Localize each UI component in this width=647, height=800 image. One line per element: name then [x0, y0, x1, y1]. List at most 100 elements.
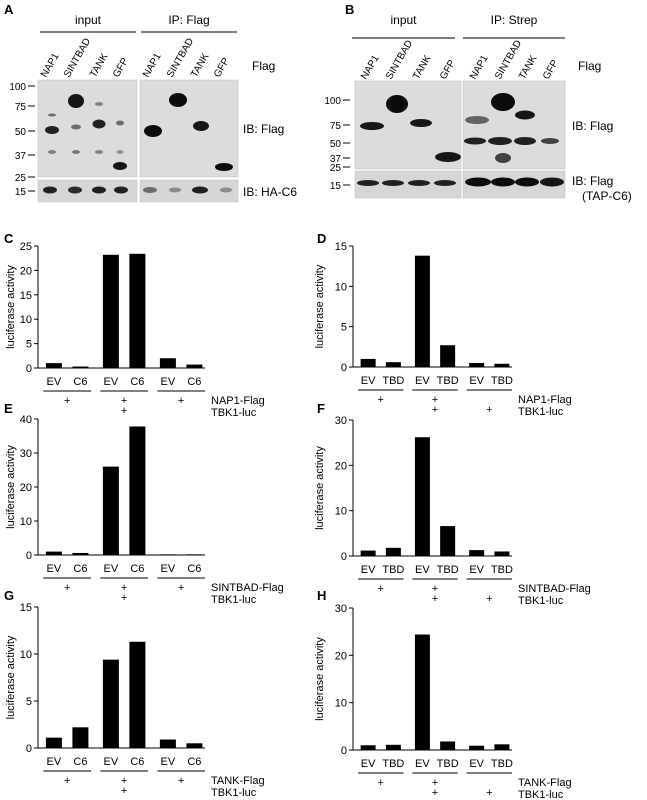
- blot-membrane: [37, 179, 138, 203]
- blot-band: [491, 177, 515, 187]
- lane-label: TANK: [189, 51, 212, 79]
- marker-label: 75: [330, 121, 342, 132]
- x-tick-label: EV: [47, 756, 62, 768]
- bar: [186, 743, 203, 748]
- bar: [129, 641, 146, 748]
- x-tick-label: C6: [187, 563, 201, 575]
- blot-band: [215, 163, 233, 171]
- y-tick-label: 30: [335, 603, 347, 615]
- x-tick-label: EV: [161, 756, 176, 768]
- y-axis-label: luciferase activity: [314, 446, 326, 530]
- chart-panel-E: E 0 10 20 30 40 luciferase activity EV C6 EV C6 EV C…: [4, 401, 284, 606]
- bar: [159, 358, 176, 368]
- lane-label: NAP1: [141, 51, 164, 80]
- blot-band: [95, 150, 103, 154]
- treatment-mark: +: [378, 583, 384, 595]
- blot-band: [220, 187, 232, 193]
- treatment-mark: +: [432, 394, 438, 406]
- lane-label: GFP: [111, 56, 131, 80]
- x-tick-label: EV: [47, 563, 62, 575]
- y-tick-label: 15: [335, 241, 347, 253]
- x-tick-label: EV: [361, 758, 376, 770]
- treatment-label: TBK1-luc: [518, 406, 564, 418]
- lane-label: NAP1: [359, 53, 382, 82]
- bar: [469, 550, 485, 556]
- bar: [159, 739, 176, 748]
- blot-band: [72, 150, 80, 154]
- bar: [469, 745, 485, 750]
- bar: [385, 362, 401, 367]
- y-tick-label: 10: [20, 649, 32, 661]
- treatment-mark: +: [432, 404, 438, 416]
- y-tick-label: 30: [335, 415, 347, 427]
- y-tick-label: 0: [26, 363, 32, 375]
- bar: [102, 254, 119, 368]
- panel-letter: G: [4, 588, 14, 603]
- treatment-mark: +: [121, 785, 127, 797]
- x-tick-label: TBD: [382, 564, 404, 576]
- blot-band: [92, 186, 106, 194]
- y-tick-label: 5: [26, 339, 32, 351]
- x-tick-label: EV: [361, 564, 376, 576]
- panel-letter: D: [317, 231, 326, 246]
- y-tick-label: 5: [26, 696, 32, 708]
- bar: [494, 551, 510, 556]
- x-tick-label: TBD: [382, 758, 404, 770]
- ib-label-bottom: IB: HA-C6: [243, 185, 297, 199]
- y-tick-label: 10: [335, 281, 347, 293]
- marker-label: 25: [15, 173, 27, 184]
- bar: [360, 550, 376, 556]
- bar: [45, 551, 62, 555]
- blot-band: [408, 180, 430, 186]
- x-tick-label: C6: [73, 563, 87, 575]
- blot-band: [48, 150, 56, 154]
- blot-band: [514, 137, 536, 145]
- ib-label-top: IB: Flag: [572, 119, 613, 133]
- group-label-input: input: [390, 13, 417, 27]
- lane-label: NAP1: [39, 51, 62, 80]
- x-tick-label: EV: [161, 376, 176, 388]
- bar: [440, 741, 456, 750]
- x-tick-label: TBD: [382, 375, 404, 387]
- marker-label: 25: [330, 163, 342, 174]
- blot-band: [192, 186, 208, 194]
- bar: [45, 363, 62, 368]
- x-tick-label: EV: [415, 564, 430, 576]
- x-tick-label: EV: [104, 756, 119, 768]
- blot-band: [48, 113, 56, 117]
- x-tick-label: TBD: [437, 564, 459, 576]
- lane-label: TANK: [517, 53, 540, 81]
- lane-label: TANK: [88, 51, 111, 79]
- blot-band: [515, 177, 539, 187]
- treatment-mark: +: [432, 583, 438, 595]
- x-tick-label: EV: [361, 375, 376, 387]
- blot-band: [540, 177, 564, 187]
- bar: [494, 744, 510, 750]
- bar: [72, 366, 89, 368]
- marker-label: 100: [9, 82, 26, 93]
- blot-band: [169, 187, 181, 193]
- blot-band: [144, 125, 162, 137]
- y-tick-label: 20: [335, 460, 347, 472]
- y-axis-label: luciferase activity: [314, 637, 326, 721]
- y-tick-label: 25: [20, 241, 32, 253]
- y-axis-label: luciferase activity: [314, 264, 326, 348]
- y-tick-label: 0: [341, 362, 347, 374]
- y-tick-label: 30: [20, 448, 32, 460]
- treatment-label: TBK1-luc: [211, 407, 257, 419]
- blot-band: [465, 177, 491, 187]
- panel-letter: A: [4, 2, 14, 17]
- blot-band: [382, 180, 404, 186]
- treatment-mark: +: [486, 593, 492, 605]
- bar: [414, 437, 430, 556]
- lane-label: NAP1: [468, 53, 491, 82]
- bar: [440, 345, 456, 367]
- bar: [494, 363, 510, 367]
- panel-letter: B: [345, 2, 354, 17]
- x-tick-label: C6: [130, 563, 144, 575]
- x-tick-label: TBD: [491, 564, 513, 576]
- treatment-mark: +: [121, 405, 127, 417]
- lane-label: TANK: [411, 53, 434, 81]
